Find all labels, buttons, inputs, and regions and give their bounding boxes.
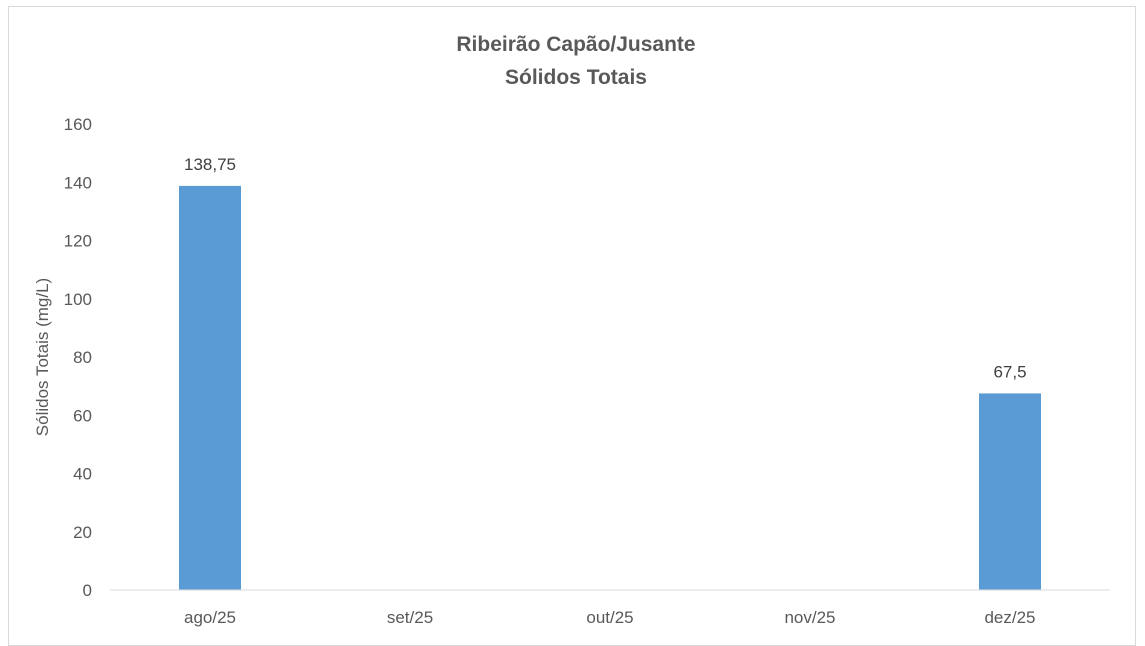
- chart-title: Ribeirão Capão/Jusante: [456, 33, 695, 56]
- y-tick-label: 120: [64, 232, 92, 251]
- bar: [179, 185, 241, 590]
- x-tick-label: out/25: [586, 608, 633, 627]
- y-tick-label: 160: [64, 115, 92, 134]
- bar: [979, 393, 1041, 590]
- bars-group: 138,75 67,5: [179, 155, 1041, 590]
- y-axis-title: Sólidos Totais (mg/L): [33, 278, 52, 436]
- x-tick-label: dez/25: [984, 608, 1035, 627]
- chart-subtitle: Sólidos Totais: [505, 66, 647, 89]
- data-label: 138,75: [184, 155, 236, 174]
- y-tick-label: 20: [73, 523, 92, 542]
- y-tick-label: 140: [64, 173, 92, 192]
- y-tick-label: 100: [64, 290, 92, 309]
- y-tick-label: 80: [73, 348, 92, 367]
- x-tick-label: ago/25: [184, 608, 236, 627]
- y-tick-label: 60: [73, 406, 92, 425]
- x-tick-label: nov/25: [784, 608, 835, 627]
- x-axis: ago/25 set/25 out/25 nov/25 dez/25: [184, 608, 1036, 627]
- y-tick-label: 0: [83, 581, 92, 600]
- y-tick-label: 40: [73, 465, 92, 484]
- y-axis: 0 20 40 60 80 100 120 140 160: [64, 115, 92, 600]
- x-tick-label: set/25: [387, 608, 433, 627]
- data-label: 67,5: [993, 362, 1026, 381]
